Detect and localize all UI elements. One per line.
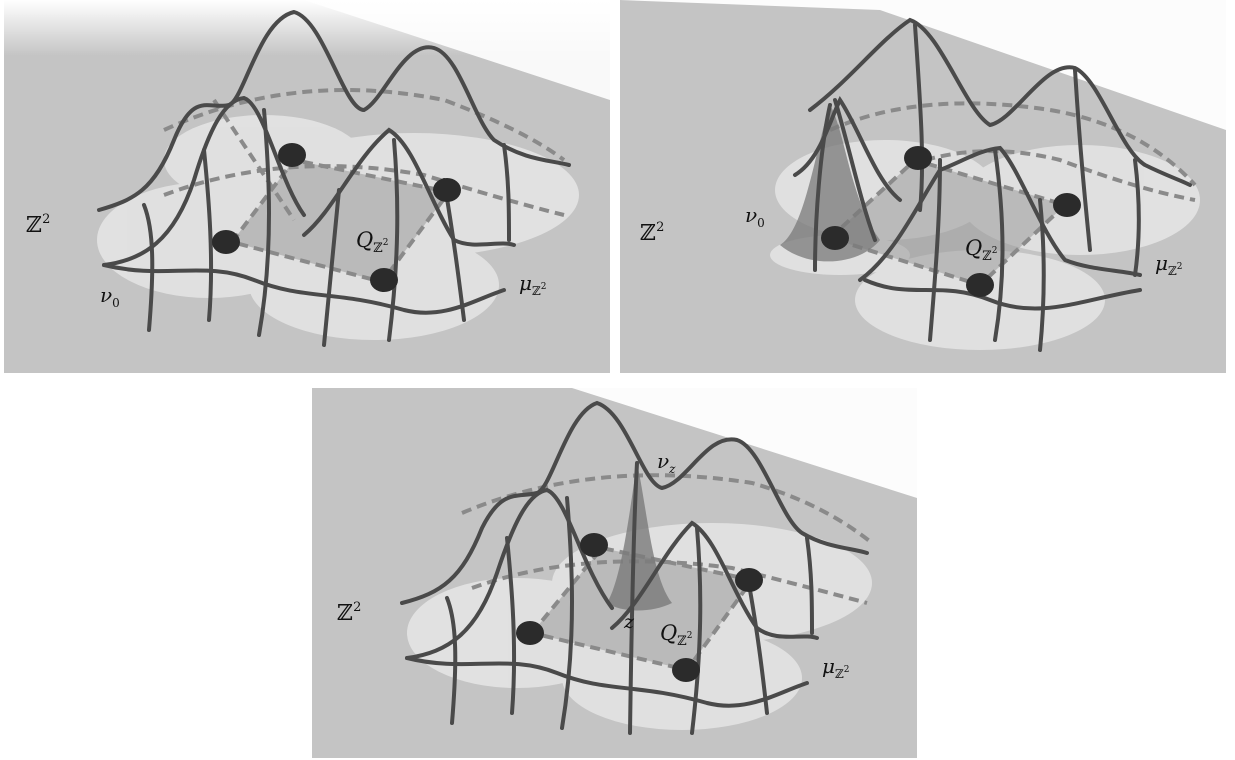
lattice-dot bbox=[278, 143, 306, 167]
lattice-dot bbox=[516, 621, 544, 645]
label-z: z bbox=[623, 611, 635, 633]
mesh-surface bbox=[400, 400, 869, 735]
nu0-peak bbox=[780, 105, 880, 262]
label-lattice: ℤ2 bbox=[26, 212, 50, 238]
lattice-dot bbox=[370, 268, 398, 292]
lattice-dot bbox=[821, 226, 849, 250]
panel-top-left: ℤ2 ν0 Qℤ2 μℤ2 bbox=[4, 0, 610, 373]
lattice-dot bbox=[580, 533, 608, 557]
lattice-dot bbox=[904, 146, 932, 170]
lattice-dots bbox=[821, 146, 1081, 297]
lattice-dot bbox=[966, 273, 994, 297]
lattice-dot bbox=[735, 568, 763, 592]
lattice-dots bbox=[212, 143, 461, 292]
lattice-dot bbox=[1053, 193, 1081, 217]
panel-top-right: ℤ2 ν0 Qℤ2 μℤ2 bbox=[620, 0, 1226, 373]
label-mu: μℤ2 bbox=[822, 654, 850, 681]
lattice-dot bbox=[433, 178, 461, 202]
label-q: Qℤ2 bbox=[356, 228, 388, 256]
label-lattice: ℤ2 bbox=[337, 600, 361, 626]
lattice-dot bbox=[672, 658, 700, 682]
label-q: Qℤ2 bbox=[965, 236, 997, 264]
dashed-lines bbox=[826, 101, 1197, 288]
label-nu: ν0 bbox=[100, 283, 120, 310]
label-q: Qℤ2 bbox=[660, 621, 692, 649]
label-lattice: ℤ2 bbox=[640, 220, 664, 246]
panel-bottom: ℤ2 νz z Qℤ2 μℤ2 bbox=[312, 388, 917, 758]
lattice-dots bbox=[516, 533, 763, 682]
mesh-surface bbox=[793, 17, 1192, 352]
label-nu: νz bbox=[657, 449, 676, 476]
label-mu: μℤ2 bbox=[519, 271, 547, 298]
label-nu: ν0 bbox=[745, 203, 765, 230]
lattice-dot bbox=[212, 230, 240, 254]
label-mu: μℤ2 bbox=[1155, 251, 1183, 278]
